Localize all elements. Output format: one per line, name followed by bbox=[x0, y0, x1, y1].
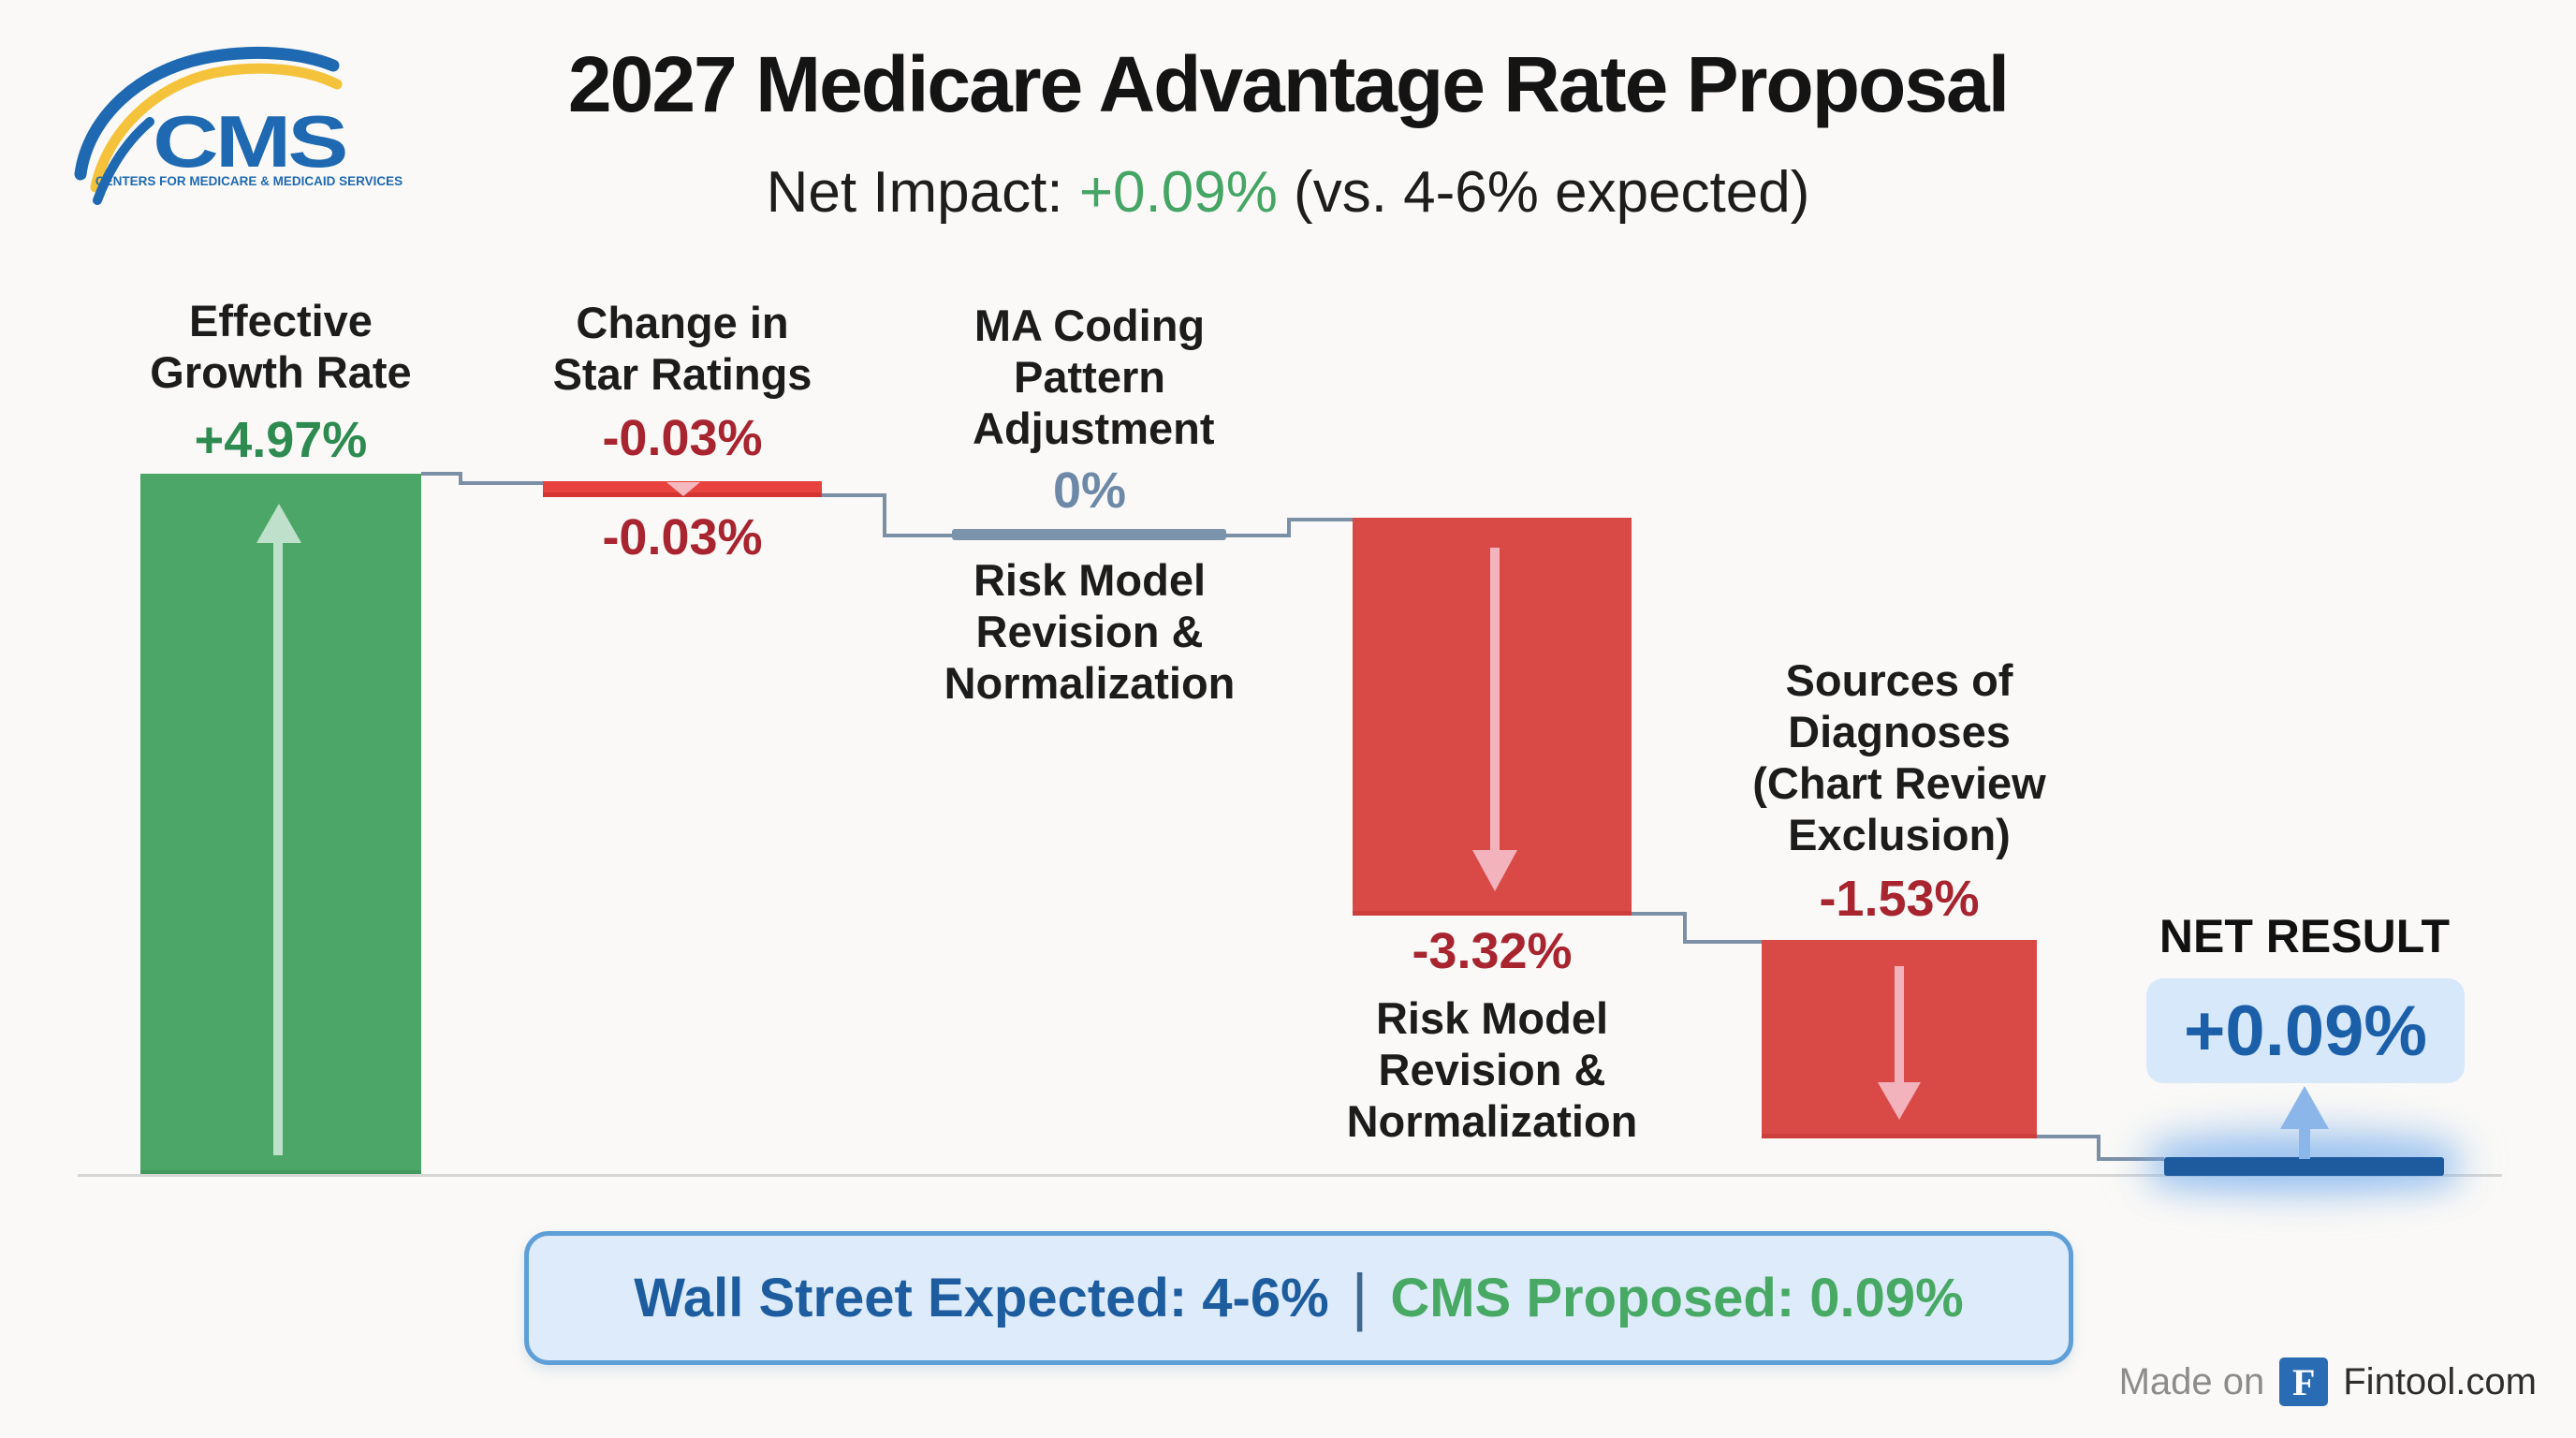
connector-segment bbox=[2097, 1135, 2100, 1161]
cms-logo: CMS CENTERS FOR MEDICARE & MEDICAID SERV… bbox=[74, 47, 402, 205]
connector-segment bbox=[1226, 534, 1291, 537]
label-ma-coding-pattern: MA Coding Pattern Adjustment bbox=[973, 301, 1215, 453]
connector-segment bbox=[1287, 518, 1353, 521]
subtitle-prefix: Net Impact: bbox=[766, 160, 1079, 225]
label-risk-model-under-grey-bar: Risk Model Revision & Normalization bbox=[944, 555, 1236, 708]
credit-line: Made on F Fintool.com bbox=[2119, 1357, 2537, 1406]
cms-logo-blue-arc bbox=[74, 47, 340, 181]
connector-segment bbox=[1683, 940, 1762, 944]
cms-proposed-text: CMS Proposed: 0.09% bbox=[1390, 1268, 1964, 1328]
connector-segment bbox=[883, 534, 952, 537]
value-sources-of-diagnoses: -1.53% bbox=[1819, 871, 1980, 927]
page-subtitle: Net Impact: +0.09% (vs. 4-6% expected) bbox=[0, 159, 2576, 226]
bar-net-result bbox=[2164, 1157, 2444, 1176]
x-axis-baseline bbox=[78, 1174, 2502, 1177]
connector-segment bbox=[1683, 912, 1687, 944]
comparison-callout: Wall Street Expected: 4-6% | CMS Propose… bbox=[524, 1231, 2073, 1365]
connector-segment bbox=[2037, 1135, 2100, 1138]
fintool-site-link[interactable]: Fintool.com bbox=[2343, 1360, 2537, 1402]
down-arrowhead-icon bbox=[1878, 1082, 1921, 1120]
down-arrow-icon bbox=[1895, 966, 1904, 1086]
label-effective-growth-rate: Effective Growth Rate bbox=[150, 296, 412, 397]
down-arrowhead-icon bbox=[1472, 850, 1517, 891]
subtitle-net-impact-value: +0.09% bbox=[1078, 160, 1278, 225]
cms-logo-gold-arc bbox=[90, 63, 343, 193]
bar-ma-coding-pattern-adjustment bbox=[952, 529, 1226, 540]
label-sources-of-diagnoses: Sources of Diagnoses (Chart Review Exclu… bbox=[1752, 655, 2046, 859]
wall-street-expected-text: Wall Street Expected: 4-6% bbox=[634, 1268, 1329, 1328]
up-arrow-icon bbox=[273, 539, 283, 1155]
connector-segment bbox=[459, 481, 543, 485]
net-result-heading: NET RESULT bbox=[2159, 910, 2451, 962]
net-result-value: +0.09% bbox=[2184, 990, 2427, 1071]
made-on-text: Made on bbox=[2118, 1360, 2265, 1402]
connector-segment bbox=[459, 472, 462, 485]
fintool-logo-letter: F bbox=[2292, 1360, 2316, 1403]
connector-segment bbox=[883, 493, 886, 537]
up-arrow-icon bbox=[2299, 1125, 2310, 1159]
label-risk-model-below-bar: Risk Model Revision & Normalization bbox=[1346, 993, 1638, 1146]
cms-logo-acronym: CMS bbox=[153, 100, 345, 182]
value-effective-growth-rate: +4.97% bbox=[194, 412, 368, 468]
label-change-in-star-ratings: Change in Star Ratings bbox=[552, 298, 812, 399]
value-ma-coding-pattern: 0% bbox=[1052, 462, 1127, 519]
up-arrowhead-icon bbox=[2280, 1086, 2329, 1129]
connector-segment bbox=[421, 472, 462, 476]
connector-segment bbox=[1632, 912, 1687, 916]
connector-segment bbox=[2097, 1157, 2164, 1161]
value-risk-model: -3.32% bbox=[1412, 923, 1573, 979]
callout-separator: | bbox=[1351, 1260, 1368, 1332]
net-result-badge: +0.09% bbox=[2146, 978, 2465, 1083]
cms-logo-inner-arc bbox=[93, 117, 154, 205]
down-arrowhead-icon bbox=[666, 482, 700, 496]
value-star-ratings-below: -0.03% bbox=[602, 509, 763, 565]
up-arrowhead-icon bbox=[256, 504, 301, 543]
connector-segment bbox=[1287, 518, 1291, 537]
fintool-logo-icon[interactable]: F bbox=[2279, 1357, 2329, 1406]
page-title: 2027 Medicare Advantage Rate Proposal bbox=[567, 40, 2010, 128]
subtitle-suffix: (vs. 4-6% expected) bbox=[1277, 160, 1810, 225]
cms-logo-tagline: CENTERS FOR MEDICARE & MEDICAID SERVICES bbox=[95, 174, 402, 188]
connector-segment bbox=[822, 493, 886, 497]
value-star-ratings-above: -0.03% bbox=[602, 410, 763, 466]
down-arrow-icon bbox=[1490, 548, 1500, 855]
